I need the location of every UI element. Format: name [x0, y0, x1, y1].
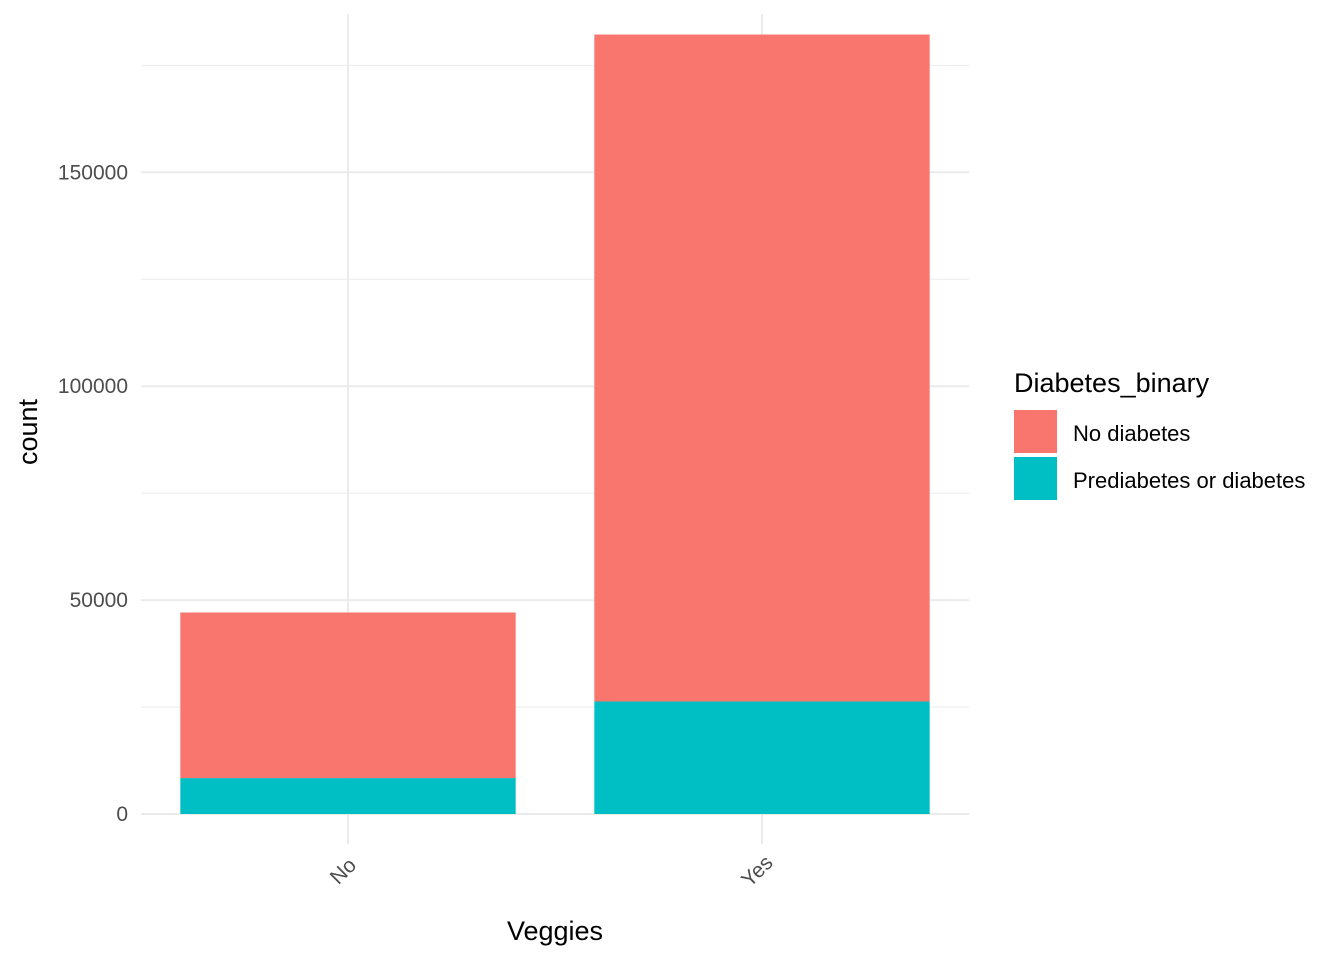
bar-no-prediabetes-or-diabetes: [180, 778, 516, 814]
y-tick-label: 50000: [70, 589, 128, 612]
y-axis-title: count: [13, 398, 43, 465]
bars: [180, 34, 930, 814]
x-tick-label: No: [326, 854, 361, 889]
y-axis-ticks: 0 50000 100000 150000: [58, 161, 128, 826]
bar-yes-prediabetes-or-diabetes: [594, 701, 930, 814]
legend-key-prediabetes-or-diabetes: [1014, 457, 1057, 500]
legend: Diabetes_binary No diabetes Prediabetes o…: [1014, 368, 1305, 500]
x-axis-title: Veggies: [507, 916, 603, 946]
y-tick-label: 100000: [58, 375, 128, 398]
x-axis-ticks: No Yes: [326, 851, 778, 891]
bar-no-no-diabetes: [180, 612, 516, 779]
legend-key-no-diabetes: [1014, 410, 1057, 453]
legend-label: Prediabetes or diabetes: [1073, 468, 1305, 493]
y-tick-label: 150000: [58, 161, 128, 184]
x-tick-label: Yes: [737, 851, 777, 891]
legend-label: No diabetes: [1073, 421, 1190, 446]
bar-yes-no-diabetes: [594, 34, 930, 702]
y-tick-label: 0: [116, 803, 128, 826]
legend-title: Diabetes_binary: [1014, 368, 1210, 398]
